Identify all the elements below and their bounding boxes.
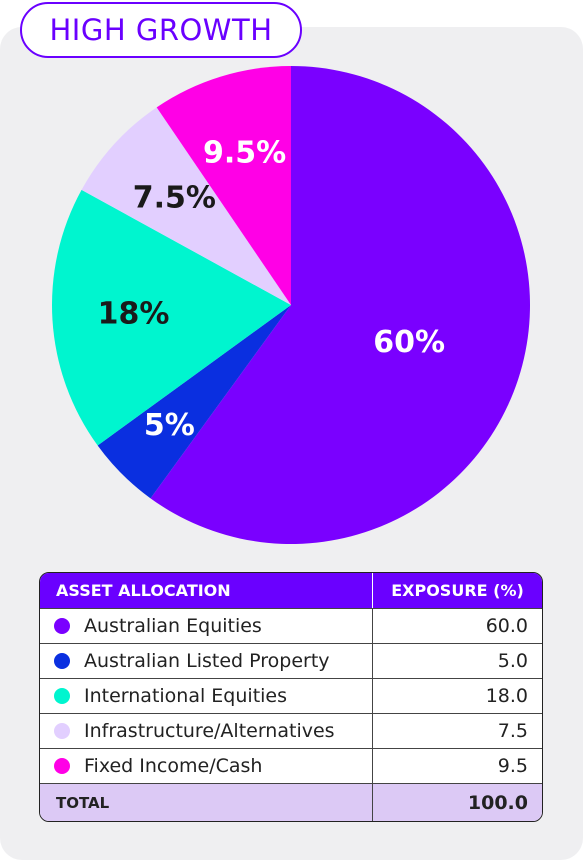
asset-name: Fixed Income/Cash — [84, 755, 263, 777]
legend-dot-icon — [54, 653, 70, 669]
exposure-value: 5.0 — [497, 650, 528, 672]
legend-dot-icon — [54, 758, 70, 774]
exposure-value: 9.5 — [497, 755, 528, 777]
table-total-row: TOTAL 100.0 — [40, 783, 542, 821]
header-exposure: EXPOSURE (%) — [391, 581, 524, 600]
pie-slice-international-equities — [51, 189, 291, 446]
table-row: International Equities 18.0 — [40, 678, 542, 713]
allocation-table: ASSET ALLOCATION EXPOSURE (%) Australian… — [39, 572, 543, 822]
asset-name: Australian Listed Property — [84, 650, 330, 672]
table-row: Infrastructure/Alternatives 7.5 — [40, 713, 542, 748]
pie-slice-label: 60% — [373, 325, 445, 360]
pie-slice-label: 5% — [144, 408, 195, 443]
exposure-value: 7.5 — [497, 720, 528, 742]
table-row: Australian Equities 60.0 — [40, 608, 542, 643]
pie-slice-australian-equities — [150, 66, 530, 544]
total-value: 100.0 — [467, 791, 528, 814]
pie-chart: 60% 5% 18% 7.5% 9.5% — [51, 66, 530, 544]
legend-dot-icon — [54, 618, 70, 634]
asset-name: International Equities — [84, 685, 288, 707]
total-label: TOTAL — [40, 784, 373, 821]
pie-slice-australian-listed-property — [97, 305, 292, 499]
pie-slice-fixed-income-cash — [156, 66, 291, 305]
portfolio-title: HIGH GROWTH — [49, 13, 273, 47]
exposure-value: 18.0 — [485, 685, 528, 707]
asset-name: Infrastructure/Alternatives — [84, 720, 335, 742]
legend-dot-icon — [54, 723, 70, 739]
table-header-row: ASSET ALLOCATION EXPOSURE (%) — [40, 573, 542, 608]
pie-slice-label: 7.5% — [133, 180, 216, 215]
pie-slice-label: 9.5% — [203, 136, 286, 171]
header-asset-allocation: ASSET ALLOCATION — [40, 573, 373, 608]
asset-name: Australian Equities — [84, 615, 262, 637]
exposure-value: 60.0 — [485, 615, 528, 637]
table-row: Fixed Income/Cash 9.5 — [40, 748, 542, 783]
portfolio-title-badge: HIGH GROWTH — [20, 2, 302, 58]
legend-dot-icon — [54, 688, 70, 704]
pie-slice-infrastructure-alternatives — [81, 107, 291, 305]
pie-slice-label: 18% — [98, 296, 170, 331]
table-row: Australian Listed Property 5.0 — [40, 643, 542, 678]
